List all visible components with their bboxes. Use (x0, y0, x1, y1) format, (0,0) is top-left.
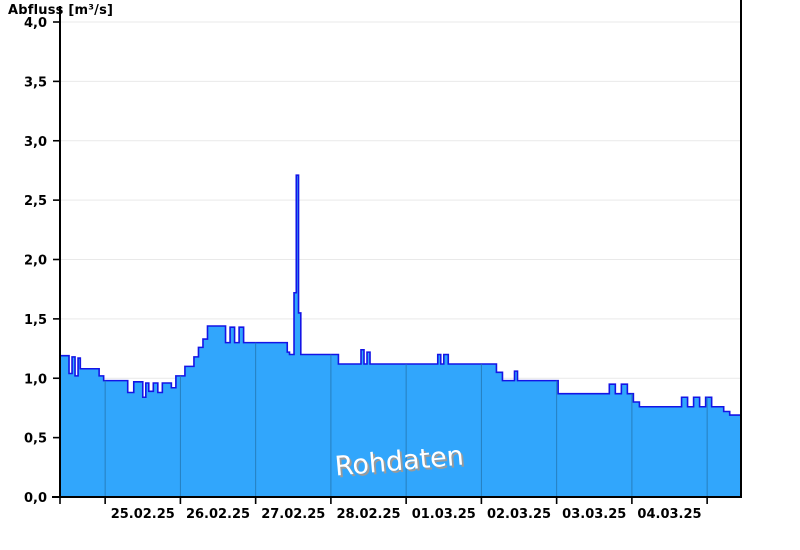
discharge-outline (60, 174, 741, 416)
x-axis-ticks: 25.02.25 26.02.25 27.02.25 28.02.25 01.03.25… (59, 497, 708, 522)
y-tick-label: 0,5 (24, 432, 47, 447)
y-tick-label: 2,0 (24, 254, 47, 269)
y-tick-label: 0,0 (24, 491, 47, 506)
y-tick-label: 4,0 (24, 16, 47, 31)
y-tick-label: 3,5 (24, 75, 47, 90)
x-tick-label: 04.03.25 (637, 507, 701, 522)
y-tick-label: 1,0 (24, 372, 47, 387)
y-tick-label: 3,0 (24, 135, 47, 150)
y-tick-label: 2,5 (24, 194, 47, 209)
x-tick-label: 25.02.25 (111, 507, 175, 522)
x-tick-label: 27.02.25 (261, 507, 325, 522)
discharge-series (60, 174, 741, 497)
axis-lines (52, 0, 742, 498)
y-axis-ticks: 0,0 0,5 1,0 1,5 2,0 2,5 3,0 3,5 4,0 (24, 16, 60, 506)
discharge-area-fill (60, 175, 741, 497)
x-tick-label: 03.03.25 (562, 507, 626, 522)
y-tick-label: 1,5 (24, 313, 47, 328)
x-tick-label: 28.02.25 (336, 507, 400, 522)
x-tick-label: 01.03.25 (412, 507, 476, 522)
x-tick-label: 02.03.25 (487, 507, 551, 522)
day-separator-lines (104, 342, 708, 497)
x-tick-label: 26.02.25 (186, 507, 250, 522)
